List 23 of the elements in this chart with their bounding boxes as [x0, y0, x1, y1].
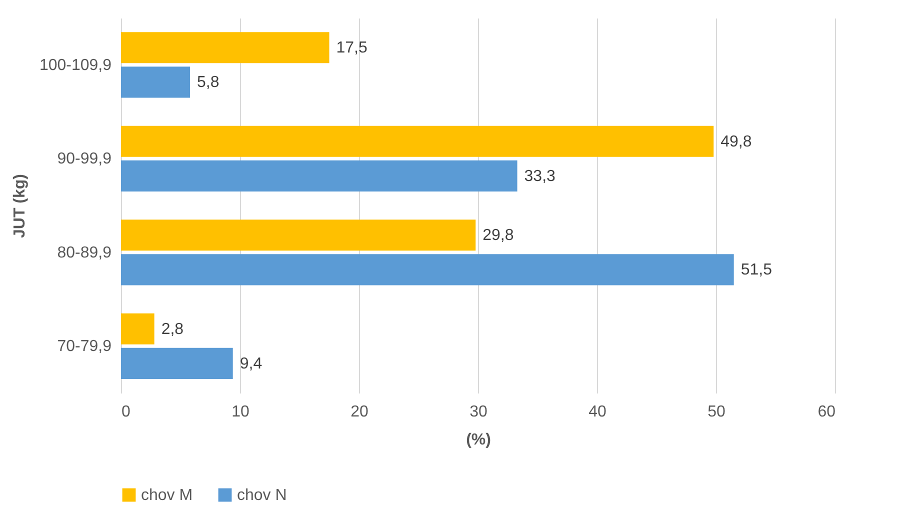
data-label: 51,5 — [740, 262, 772, 279]
x-tick-label: 10 — [232, 404, 250, 420]
data-label: 17,5 — [336, 40, 368, 57]
data-label: 2,8 — [161, 320, 184, 338]
data-label: 5,8 — [197, 74, 220, 92]
y-tick-label: 100-109,9 — [39, 56, 112, 74]
y-tick-label: 80-89,9 — [57, 244, 112, 262]
data-label: 49,8 — [720, 133, 752, 150]
data-label: 9,4 — [240, 355, 262, 372]
x-tick-label: 60 — [818, 404, 836, 420]
legend-label: chov N — [237, 487, 287, 504]
data-label: 29,8 — [482, 227, 514, 244]
x-tick-label: 40 — [588, 404, 606, 420]
y-axis-title: JUT (kg) — [11, 174, 28, 238]
data-label: 33,3 — [524, 168, 556, 185]
y-tick-label: 70-79,9 — [57, 338, 112, 356]
y-tick-label: 90-99,9 — [57, 150, 112, 168]
legend-label: chov M — [141, 487, 193, 504]
x-tick-label: 20 — [350, 404, 368, 420]
x-tick-label: 50 — [708, 404, 726, 420]
x-axis-title: (%) — [466, 432, 491, 448]
x-tick-label: 30 — [470, 404, 488, 420]
x-tick-label: 0 — [122, 404, 130, 420]
